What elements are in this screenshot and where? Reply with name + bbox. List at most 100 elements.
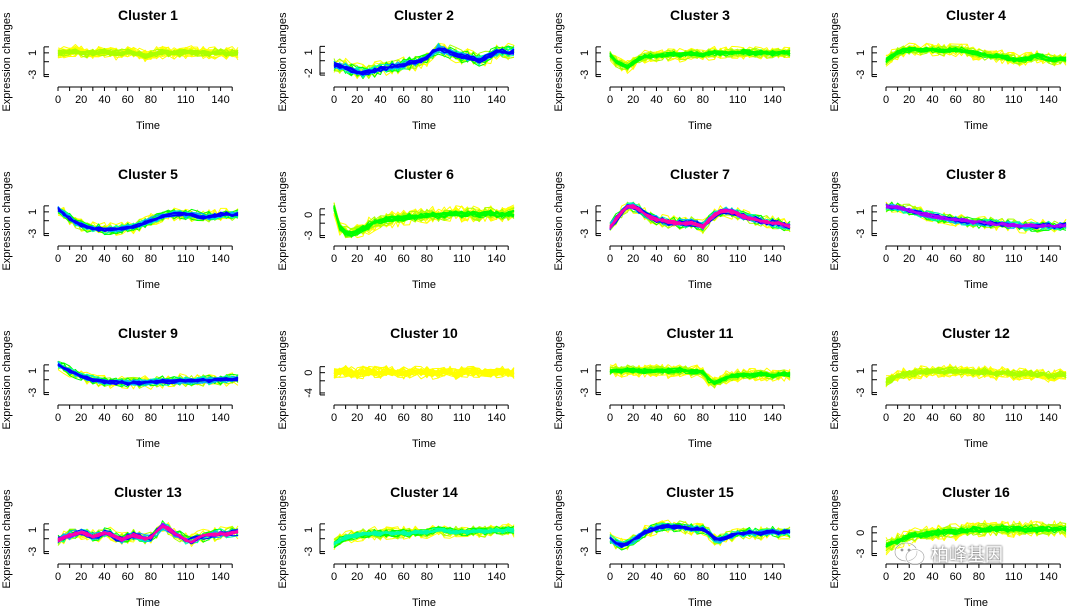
x-tick-label: 40 [98, 571, 110, 583]
series-line [333, 206, 515, 234]
x-tick-label: 40 [926, 412, 938, 424]
x-tick-label: 110 [729, 253, 747, 265]
y-axis-label: Expression changes [1, 171, 13, 271]
cluster-title: Cluster 4 [946, 7, 1006, 23]
x-tick-label: 40 [926, 571, 938, 583]
y-tick-label: 1 [27, 50, 39, 56]
cluster-panel: Cluster 3 Expression changes Time 1 -3 0 20 40 6… [553, 7, 791, 132]
x-tick-label: 20 [903, 94, 915, 106]
x-tick-label: 140 [1039, 412, 1057, 424]
series-line [57, 50, 239, 58]
y-axis-label: Expression changes [1, 12, 13, 112]
cluster-title: Cluster 15 [666, 484, 734, 500]
x-tick-label: 60 [398, 571, 410, 583]
x-axis: 0 20 40 60 80 110 140 [883, 245, 1061, 265]
x-tick-label: 140 [487, 94, 505, 106]
x-axis: 0 20 40 60 80 110 140 [55, 404, 233, 424]
x-tick-label: 40 [650, 412, 662, 424]
series-group [333, 202, 515, 239]
x-tick-label: 60 [398, 94, 410, 106]
series-group [333, 365, 515, 380]
cluster-panel: Cluster 16 Expression changes Time 0 -3 0 20 40… [829, 484, 1067, 608]
y-axis-label: Expression changes [829, 489, 841, 589]
x-tick-label: 140 [211, 253, 229, 265]
series-line [609, 205, 791, 229]
y-axis-label: Expression changes [553, 330, 565, 430]
y-axis: 1 -3 [27, 523, 49, 557]
x-tick-label: 0 [607, 412, 613, 424]
cluster-title: Cluster 2 [394, 7, 454, 23]
series-group [333, 523, 515, 551]
y-axis-label: Expression changes [553, 12, 565, 112]
x-axis: 0 20 40 60 80 110 140 [607, 86, 785, 106]
y-tick-label: 1 [855, 50, 867, 56]
y-axis-label: Expression changes [829, 171, 841, 271]
x-tick-label: 80 [145, 571, 157, 583]
series-line [609, 368, 791, 384]
x-tick-label: 20 [903, 571, 915, 583]
x-tick-label: 110 [177, 253, 195, 265]
y-tick-label: -3 [27, 547, 39, 557]
cluster-title: Cluster 6 [394, 166, 454, 182]
x-tick-label: 60 [674, 412, 686, 424]
series-line [609, 50, 791, 69]
cluster-title: Cluster 8 [946, 166, 1006, 182]
y-tick-label: -3 [27, 70, 39, 80]
x-tick-label: 0 [331, 412, 337, 424]
cluster-panel: Cluster 11 Expression changes Time 1 -3 0 20 40… [553, 325, 791, 450]
y-tick-label: -3 [855, 388, 867, 398]
cluster-title: Cluster 9 [118, 325, 178, 341]
series-group [57, 360, 239, 390]
x-tick-label: 20 [627, 571, 639, 583]
x-tick-label: 0 [55, 94, 61, 106]
x-tick-label: 0 [331, 253, 337, 265]
y-tick-label: -3 [855, 229, 867, 239]
x-axis: 0 20 40 60 80 110 140 [607, 404, 785, 424]
x-tick-label: 0 [331, 94, 337, 106]
y-tick-label: 1 [855, 368, 867, 374]
series-group [885, 42, 1067, 67]
x-tick-label: 110 [1005, 253, 1023, 265]
x-axis-label: Time [688, 597, 712, 608]
y-axis: 1 -3 [855, 364, 877, 398]
series-line [57, 523, 239, 545]
x-tick-label: 110 [729, 571, 747, 583]
wechat-icon [893, 541, 926, 566]
x-tick-label: 60 [950, 253, 962, 265]
cluster-panel: Cluster 15 Expression changes Time 1 -3 0 20 40… [553, 484, 791, 608]
x-axis: 0 20 40 60 80 110 140 [55, 245, 233, 265]
x-axis: 0 20 40 60 80 110 140 [883, 404, 1061, 424]
x-tick-label: 110 [177, 94, 195, 106]
series-group [885, 519, 1067, 556]
x-tick-label: 0 [883, 571, 889, 583]
x-tick-label: 40 [374, 253, 386, 265]
x-tick-label: 110 [453, 253, 471, 265]
y-tick-label: -2 [303, 68, 315, 78]
y-tick-label: 1 [579, 50, 591, 56]
x-tick-label: 20 [351, 412, 363, 424]
y-tick-label: 0 [855, 530, 867, 536]
y-tick-label: -3 [27, 229, 39, 239]
series-line [885, 526, 1067, 547]
cluster-title: Cluster 13 [114, 484, 182, 500]
series-group [333, 42, 515, 80]
x-tick-label: 40 [98, 412, 110, 424]
x-tick-label: 110 [729, 94, 747, 106]
x-axis-label: Time [136, 120, 160, 132]
x-tick-label: 20 [351, 253, 363, 265]
cluster-panel: Cluster 14 Expression changes Time 1 -3 0 20 40… [277, 484, 515, 608]
x-tick-label: 110 [453, 412, 471, 424]
x-tick-label: 80 [973, 571, 985, 583]
y-axis-label: Expression changes [277, 330, 289, 430]
y-tick-label: -3 [303, 231, 315, 241]
y-axis-label: Expression changes [277, 12, 289, 112]
series-line [57, 369, 239, 390]
cluster-panel: Cluster 10 Expression changes Time 0 -4 0 20 40… [277, 325, 515, 450]
cluster-panel: Cluster 12 Expression changes Time 1 -3 0 20 40… [829, 325, 1067, 450]
x-axis-label: Time [136, 279, 160, 291]
y-tick-label: 1 [27, 368, 39, 374]
y-axis-label: Expression changes [277, 171, 289, 271]
x-tick-label: 20 [351, 571, 363, 583]
y-axis: 0 -3 [855, 526, 877, 558]
y-axis-label: Expression changes [1, 330, 13, 430]
